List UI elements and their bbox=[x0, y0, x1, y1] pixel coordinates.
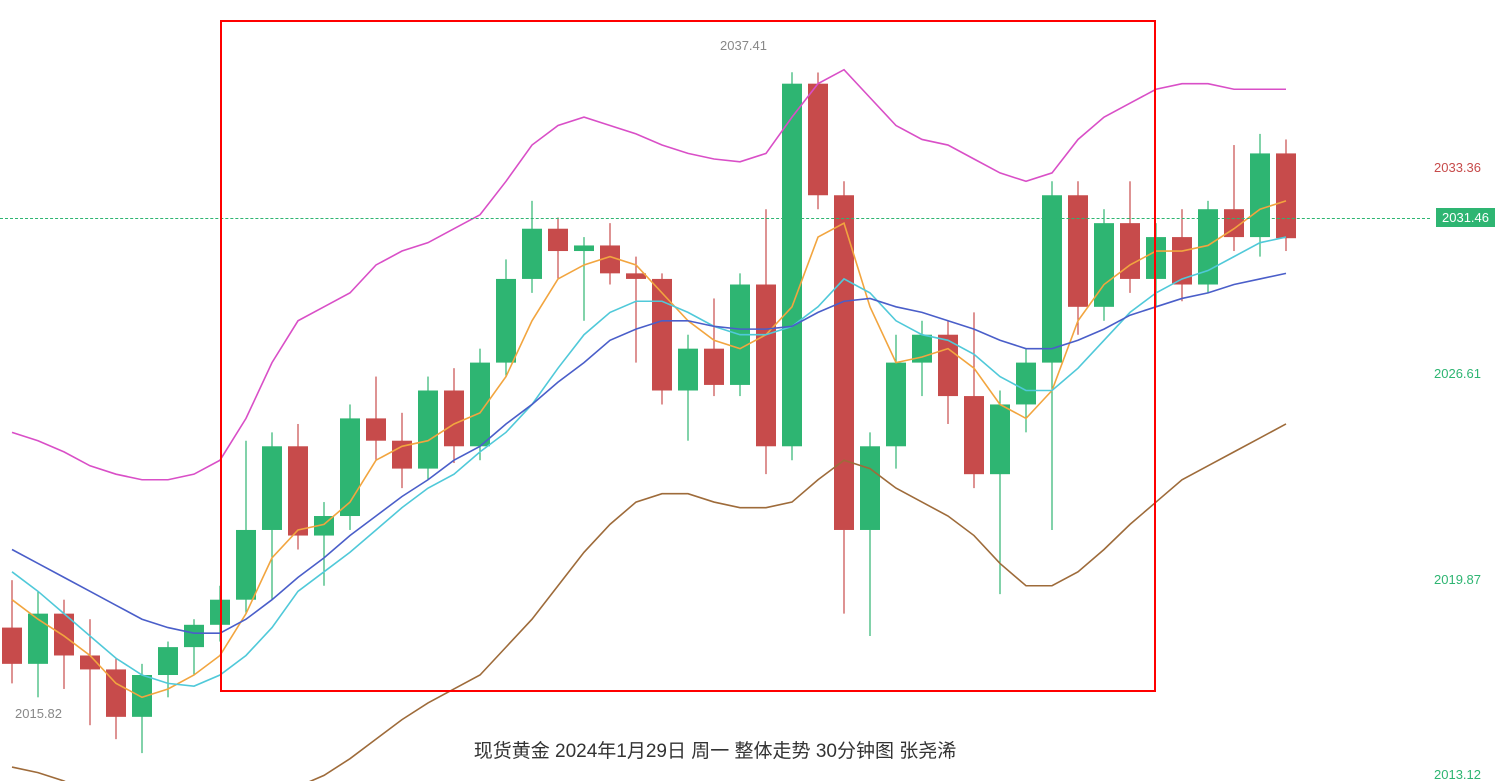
current-price-tag: 2031.46 bbox=[1436, 208, 1495, 227]
chart-title: 现货黄金 2024年1月29日 周一 整体走势 30分钟图 张尧浠 bbox=[474, 736, 957, 763]
y-axis: 2031.46 2033.36 2026.61 2019.87 2013.12 bbox=[1430, 0, 1495, 781]
candlestick-chart[interactable]: 2037.41 2015.82 现货黄金 2024年1月29日 周一 整体走势 … bbox=[0, 0, 1430, 781]
peak-label: 2037.41 bbox=[720, 38, 767, 53]
y-axis-label: 2026.61 bbox=[1434, 366, 1481, 381]
low-label: 2015.82 bbox=[15, 706, 62, 721]
y-axis-label: 2013.12 bbox=[1434, 767, 1481, 782]
y-axis-label: 2019.87 bbox=[1434, 572, 1481, 587]
highlight-box bbox=[220, 20, 1156, 692]
y-axis-label: 2033.36 bbox=[1434, 160, 1481, 175]
